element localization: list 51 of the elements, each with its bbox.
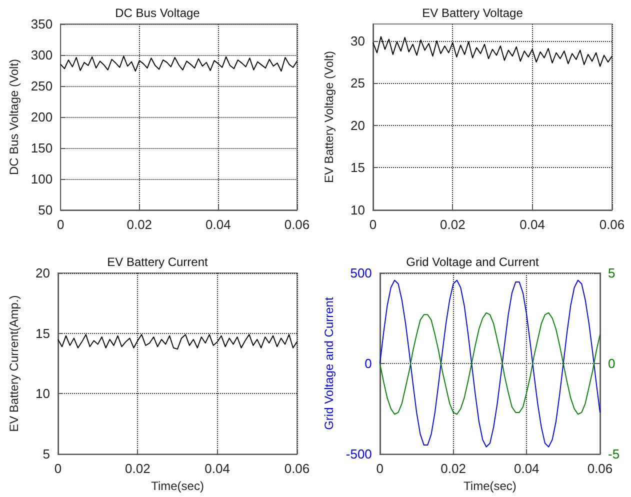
- x-tick-label: 0.04: [520, 217, 545, 232]
- x-tick-label: 0.06: [284, 217, 310, 232]
- chart-title: Grid Voltage and Current: [406, 254, 540, 268]
- x-tick-label: 0.06: [599, 217, 625, 232]
- line-series: [60, 56, 298, 72]
- line-series: [379, 312, 600, 414]
- x-tick-label: 0.04: [206, 217, 231, 232]
- y-tick-label: 30: [350, 33, 365, 48]
- y-tick-label: 150: [30, 140, 53, 156]
- x-tick-label: 0.02: [440, 217, 466, 232]
- y-tick-label: 25: [350, 76, 365, 91]
- y-tick-label: 15: [350, 160, 365, 176]
- x-axis-title: Time(sec): [151, 478, 204, 492]
- y-tick-label: 500: [350, 265, 372, 280]
- x-tick-label: 0.04: [514, 460, 540, 476]
- y2-tick-label: 0: [608, 356, 616, 371]
- chart-title: EV Battery Voltage: [422, 6, 524, 20]
- y-tick-label: 300: [30, 48, 53, 62]
- x-tick-label: 0: [376, 460, 384, 476]
- y2-tick-label: 5: [608, 265, 616, 280]
- y-axis-title: Grid Voltage and Current: [322, 296, 336, 430]
- y-tick-label: 15: [36, 325, 50, 340]
- y-tick-label: 10: [350, 202, 365, 218]
- x-tick-label: 0.02: [440, 460, 466, 476]
- line-series: [372, 36, 612, 67]
- y-axis-title: EV Battery Voltage (Volt): [322, 50, 336, 184]
- chart-title: EV Battery Current: [107, 254, 209, 268]
- y2-tick-label: -5: [608, 446, 620, 462]
- y-tick-label: -500: [346, 446, 372, 462]
- y-axis-title: EV Battery Current(Amp.): [7, 294, 21, 432]
- x-tick-label: 0.04: [204, 460, 230, 476]
- y-tick-label: 5: [42, 446, 50, 462]
- x-tick-label: 0.02: [126, 217, 152, 232]
- x-axis-title: Time(sec): [464, 478, 516, 492]
- x-tick-label: 0.02: [125, 460, 150, 476]
- y-axis-title: DC Bus Voltage (Volt): [7, 58, 21, 176]
- chart-title: DC Bus Voltage: [115, 6, 200, 20]
- x-tick-label: 0: [56, 217, 64, 232]
- y-tick-label: 100: [30, 172, 53, 186]
- line-series: [379, 279, 600, 447]
- y-tick-label: 200: [30, 110, 53, 124]
- line-series: [58, 334, 298, 350]
- y-tick-label: 350: [30, 16, 53, 32]
- y-tick-label: 50: [38, 202, 53, 218]
- y-tick-label: 20: [36, 265, 50, 280]
- y-tick-label: 20: [350, 118, 365, 133]
- y-tick-label: 10: [36, 386, 50, 401]
- y-tick-label: 0: [364, 356, 372, 371]
- y-tick-label: 250: [30, 78, 53, 94]
- x-tick-label: 0.06: [587, 460, 613, 476]
- x-tick-label: 0.06: [284, 460, 310, 476]
